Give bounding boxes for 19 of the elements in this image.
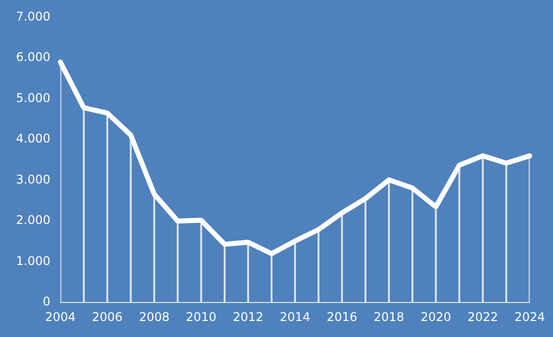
y-tick-label: 4.000 xyxy=(16,132,50,146)
x-tick-label: 2008 xyxy=(138,310,170,324)
y-tick-label: 5.000 xyxy=(16,90,50,105)
y-tick-label: 3.000 xyxy=(16,172,50,186)
y-tick-label: 6.000 xyxy=(16,50,50,64)
x-tick-label: 2004 xyxy=(45,310,76,324)
x-tick-label: 2020 xyxy=(420,310,452,324)
x-tick-label: 2024 xyxy=(514,310,546,324)
x-tick-label: 2022 xyxy=(468,310,498,324)
y-tick-label: 1.000 xyxy=(16,254,50,268)
x-tick-label: 2018 xyxy=(374,310,404,324)
x-tick-label: 2012 xyxy=(232,310,264,324)
x-tick-label: 2010 xyxy=(186,310,216,324)
y-tick-label: 0 xyxy=(42,294,50,309)
x-tick-label: 2006 xyxy=(92,310,123,324)
x-tick-label: 2014 xyxy=(280,310,310,324)
x-tick-label: 2016 xyxy=(326,310,358,324)
y-tick-label: 7.000 xyxy=(16,9,50,24)
y-tick-label: 2.000 xyxy=(16,213,50,228)
